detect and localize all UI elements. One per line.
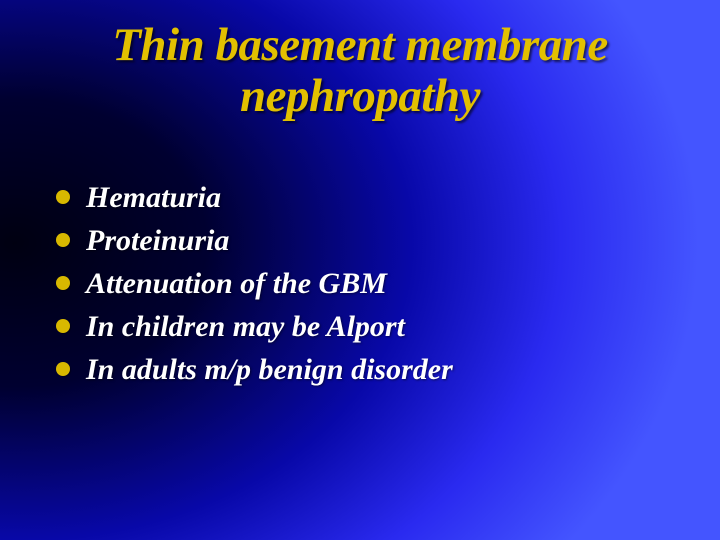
slide-title: Thin basement membrane nephropathy — [0, 20, 720, 122]
bullet-text: Hematuria — [86, 178, 221, 217]
bullet-icon — [56, 190, 70, 204]
list-item: Attenuation of the GBM — [56, 264, 680, 303]
list-item: Proteinuria — [56, 221, 680, 260]
list-item: Hematuria — [56, 178, 680, 217]
bullet-text: Proteinuria — [86, 221, 229, 260]
bullet-icon — [56, 233, 70, 247]
slide: Thin basement membrane nephropathy Hemat… — [0, 0, 720, 540]
bullet-text: In children may be Alport — [86, 307, 405, 346]
bullet-text: In adults m/p benign disorder — [86, 350, 453, 389]
bullet-text: Attenuation of the GBM — [86, 264, 387, 303]
bullet-icon — [56, 276, 70, 290]
bullet-icon — [56, 362, 70, 376]
list-item: In children may be Alport — [56, 307, 680, 346]
bullet-list: Hematuria Proteinuria Attenuation of the… — [56, 178, 680, 393]
list-item: In adults m/p benign disorder — [56, 350, 680, 389]
bullet-icon — [56, 319, 70, 333]
